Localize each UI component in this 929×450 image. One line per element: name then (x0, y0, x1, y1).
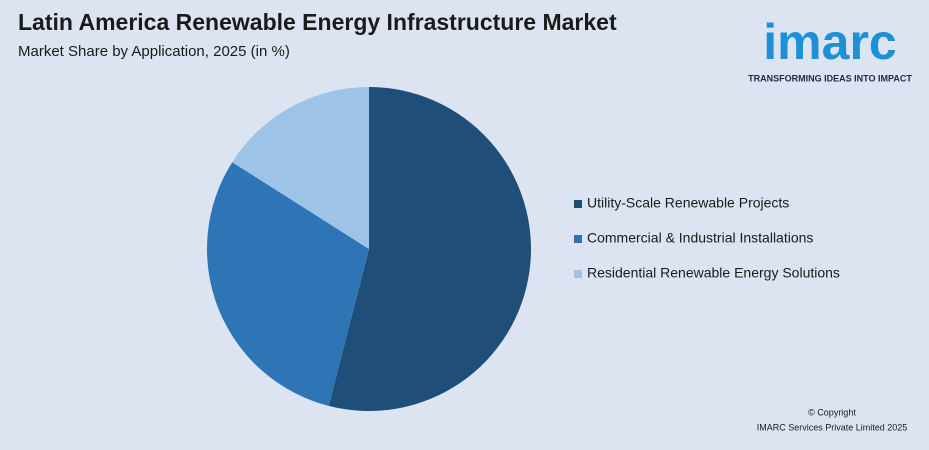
logo-tagline: TRANSFORMING IDEAS INTO IMPACT (748, 73, 912, 83)
chart-title: Latin America Renewable Energy Infrastru… (18, 9, 617, 35)
legend-swatch (574, 200, 582, 208)
pie-slice (206, 162, 369, 406)
pie-slice (328, 87, 531, 411)
logo-name: imarc (763, 14, 896, 70)
chart-subtitle: Market Share by Application, 2025 (in %) (18, 43, 290, 60)
copyright: © Copyright (808, 407, 856, 417)
pie-slice (232, 87, 369, 249)
company: IMARC Services Private Limited 2025 (757, 422, 908, 432)
legend-label: Commercial & Industrial Installations (587, 230, 813, 246)
legend-label: Residential Renewable Energy Solutions (587, 265, 840, 281)
legend-swatch (574, 235, 582, 243)
legend-label: Utility-Scale Renewable Projects (587, 195, 789, 211)
legend-swatch (574, 270, 582, 278)
